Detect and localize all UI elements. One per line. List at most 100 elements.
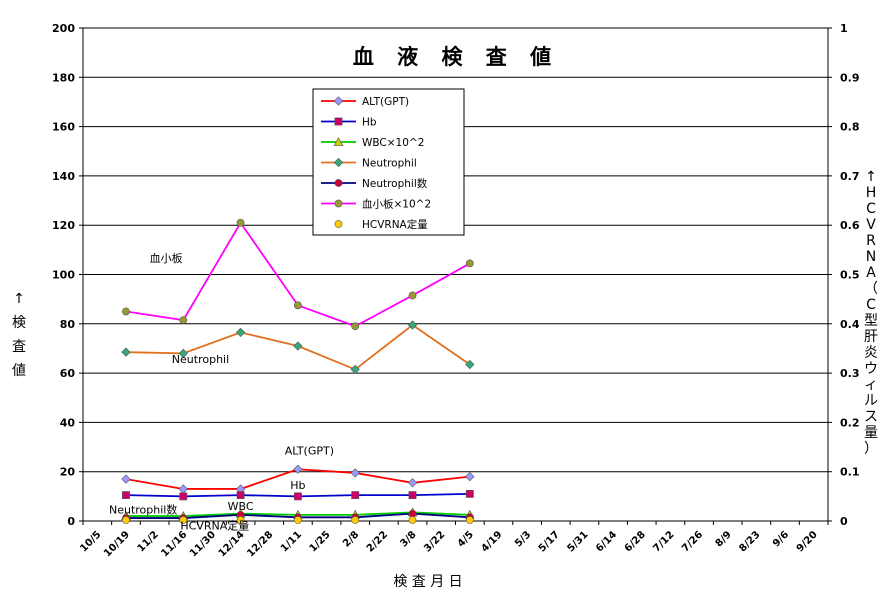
y2-tick-label: 0	[840, 515, 848, 528]
chart-title: 血 液 検 査 値	[353, 45, 559, 69]
legend-entry: Hb	[362, 117, 377, 129]
x-tick-label: 1/11	[279, 529, 304, 554]
y2-tick-label: 0.4	[840, 318, 860, 331]
data-point	[294, 301, 302, 310]
data-point	[350, 468, 360, 478]
y-tick-label: 60	[60, 367, 76, 380]
legend-swatch-marker	[333, 136, 344, 146]
legend-swatch-marker	[333, 157, 344, 168]
y2-tick-label: 0.7	[840, 170, 860, 183]
y-tick-label: 120	[52, 219, 75, 232]
data-point	[294, 516, 302, 524]
x-tick-label: 6/28	[623, 529, 648, 554]
y2-axis-label-char: C	[866, 297, 876, 313]
x-tick-label: 5/3	[513, 529, 533, 549]
x-tick-label: 5/17	[537, 529, 562, 554]
data-point	[236, 491, 245, 500]
x-tick-label: 11/2	[136, 529, 161, 554]
legend-entry: ALT(GPT)	[362, 96, 409, 108]
x-tick-label: 7/12	[651, 529, 676, 554]
legend-swatch-marker	[334, 117, 343, 126]
data-point	[179, 516, 188, 524]
data-point	[407, 478, 418, 488]
x-tick-label: 9/20	[795, 529, 820, 554]
annotation-label: 血小板	[150, 251, 183, 265]
legend: ALT(GPT) Hb WBC×10^2 Neutrophil Neutrophil数血…	[312, 88, 465, 236]
y2-axis-label-char: ウ	[864, 361, 878, 377]
data-point	[408, 291, 417, 300]
y-tick-label: 20	[60, 466, 76, 479]
y2-axis-label-char: R	[866, 233, 876, 249]
legend-entry: WBC×10^2	[362, 137, 424, 149]
data-point	[121, 347, 131, 357]
data-point	[236, 218, 245, 227]
data-point	[293, 464, 303, 474]
data-point	[236, 516, 245, 524]
legend-entry: Neutrophil数	[362, 177, 428, 190]
data-point	[465, 516, 474, 524]
legend-entry: HCVRNA定量	[362, 218, 428, 231]
x-tick-label: 2/8	[341, 529, 361, 549]
annotation-label: WBC	[228, 500, 254, 513]
y2-axis-ticks: 0 0.1 0.2 0.3 0.4 0.5 0.6 0.7 0.8 0.9 1	[828, 22, 860, 528]
x-tick-label: 4/19	[479, 529, 504, 554]
y-tick-label: 140	[52, 170, 75, 183]
x-tick-label: 11/30	[188, 529, 218, 559]
annotation-label: ALT(GPT)	[285, 444, 334, 457]
data-point	[293, 341, 303, 351]
x-tick-label: 12/14	[217, 529, 247, 559]
y2-tick-label: 0.8	[840, 121, 860, 134]
data-point	[351, 322, 360, 331]
legend-swatch-marker	[334, 179, 343, 187]
y-tick-label: 100	[52, 269, 75, 282]
y2-axis-label-char: 型	[864, 313, 878, 329]
annotation-label: Neutrophil数	[109, 504, 177, 517]
y2-tick-label: 0.2	[840, 416, 860, 429]
y2-axis-label-char: V	[866, 217, 876, 233]
x-tick-label: 4/5	[456, 529, 476, 549]
data-point	[235, 327, 246, 338]
y2-axis-label-char: ィ	[864, 377, 878, 393]
data-point	[351, 516, 360, 524]
annotation-label: Neutrophil	[172, 353, 229, 366]
y2-axis-label-char: （	[864, 281, 878, 297]
y-axis-label-char: ↑	[13, 291, 25, 307]
data-point	[408, 491, 417, 500]
x-tick-label: 6/14	[594, 529, 619, 554]
y2-tick-label: 0.5	[840, 269, 860, 282]
y2-axis-label-char: ル	[864, 393, 878, 409]
data-point	[350, 364, 360, 375]
series-markers	[121, 218, 475, 524]
y2-tick-label: 0.3	[840, 367, 860, 380]
x-tick-label: 8/9	[714, 529, 734, 549]
legend-swatch-marker	[333, 96, 344, 106]
y2-tick-label: 1	[840, 22, 848, 35]
data-point	[465, 259, 474, 268]
y2-axis-label-char: N	[866, 249, 876, 265]
data-point	[122, 307, 130, 316]
y2-axis-label-char: 肝	[864, 329, 878, 345]
y-axis-label: ↑ 検査値	[12, 291, 26, 379]
y-tick-label: 180	[52, 71, 75, 84]
y2-axis-label-char: ス	[864, 409, 878, 425]
data-point	[178, 348, 188, 359]
y-axis-label-char: 検	[12, 315, 26, 331]
y2-axis-label-char: 量	[864, 425, 878, 441]
data-point	[179, 316, 188, 325]
legend-swatch-marker	[334, 199, 343, 208]
x-tick-label: 3/8	[398, 529, 418, 549]
y-tick-label: 40	[60, 416, 76, 429]
legend-swatch-marker	[334, 220, 343, 228]
y2-axis-label-char: 炎	[864, 345, 878, 361]
legend-entry: Neutrophil	[362, 158, 417, 170]
data-point	[408, 516, 417, 524]
data-point	[351, 491, 360, 500]
y2-axis-label-char: ）	[864, 441, 878, 457]
x-tick-label: 11/16	[159, 529, 189, 559]
data-point	[465, 472, 475, 482]
data-point	[465, 489, 474, 498]
x-tick-label: 10/19	[102, 529, 132, 559]
data-point	[407, 320, 418, 330]
